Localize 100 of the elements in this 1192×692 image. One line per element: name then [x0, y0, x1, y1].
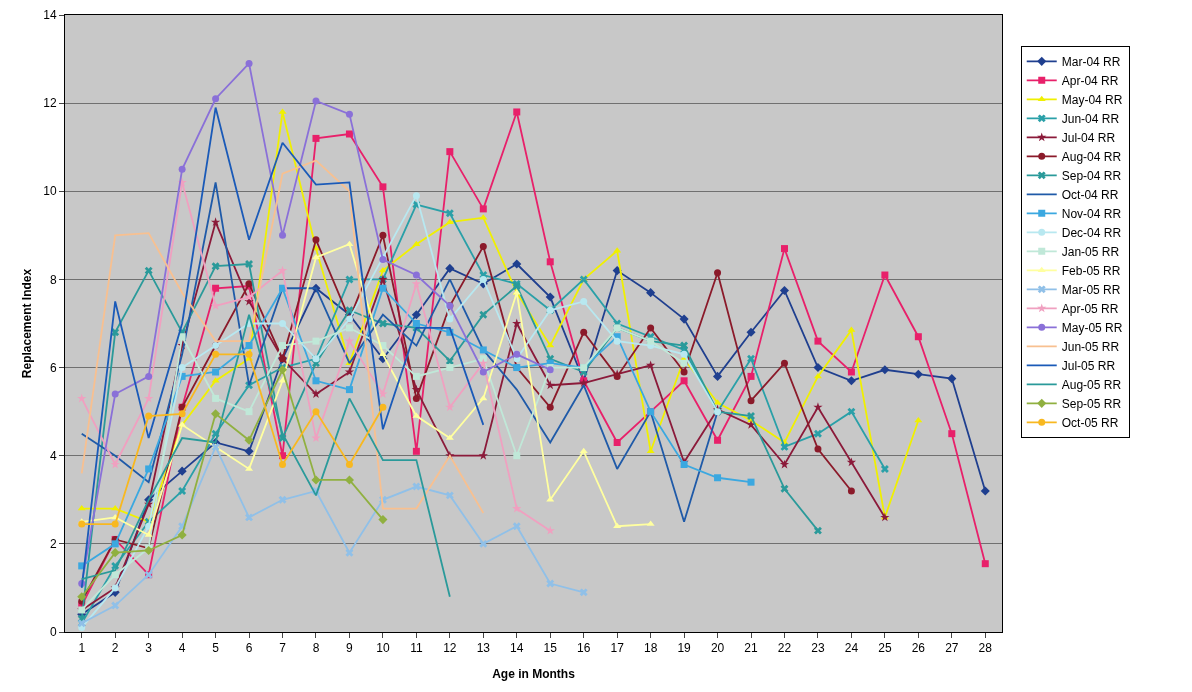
point [110, 548, 120, 558]
point [178, 487, 187, 495]
legend-label: Jun-05 RR [1061, 340, 1120, 355]
point [144, 393, 154, 403]
point [479, 394, 488, 401]
point [714, 269, 722, 277]
point [244, 435, 254, 445]
point [646, 288, 656, 298]
point [747, 397, 755, 405]
point [212, 394, 220, 402]
point [145, 465, 153, 473]
point [780, 442, 789, 451]
point [445, 209, 454, 218]
legend-label: Feb-05 RR [1061, 264, 1121, 279]
point [245, 260, 254, 268]
point [345, 130, 353, 138]
point [411, 310, 421, 320]
point [479, 205, 487, 213]
point [513, 350, 521, 358]
point [714, 436, 722, 444]
point [144, 266, 153, 275]
point [847, 487, 855, 495]
point [813, 372, 822, 379]
point [145, 372, 153, 380]
point [412, 271, 420, 279]
point [880, 365, 890, 375]
point [378, 350, 387, 357]
x-tick-label: 6 [245, 641, 253, 656]
point [479, 368, 487, 376]
y-tick-label: 4 [49, 448, 57, 463]
point [111, 601, 120, 610]
point [279, 342, 287, 350]
point [478, 450, 488, 460]
point [412, 372, 420, 380]
legend-label: Aug-05 RR [1061, 378, 1122, 393]
legend-label: Mar-05 RR [1061, 283, 1121, 298]
y-tick-label: 10 [43, 184, 57, 199]
point [446, 364, 454, 372]
point [479, 310, 488, 319]
x-tick-label: 26 [911, 641, 926, 656]
point [312, 236, 320, 244]
point [312, 337, 320, 345]
point [680, 350, 688, 358]
x-tick-label: 17 [610, 641, 625, 656]
x-tick-label: 3 [145, 641, 153, 656]
point [747, 478, 755, 486]
point [245, 408, 253, 416]
point [814, 445, 822, 453]
point [211, 409, 221, 419]
point [545, 292, 555, 302]
point [813, 402, 823, 412]
x-tick-label: 22 [777, 641, 792, 656]
point [245, 350, 253, 358]
point [813, 526, 822, 535]
point [512, 503, 522, 513]
legend-label: Sep-05 RR [1061, 397, 1122, 412]
point [445, 357, 454, 365]
point [680, 359, 688, 367]
y-tick-label: 8 [49, 272, 57, 287]
point [345, 324, 353, 332]
x-tick-label: 15 [543, 641, 558, 656]
point [78, 520, 86, 528]
legend-label: Jun-04 RR [1061, 112, 1120, 127]
point [412, 447, 420, 455]
point [479, 242, 487, 250]
point [613, 337, 621, 345]
point [545, 380, 555, 390]
point [177, 466, 187, 476]
x-tick-label: 25 [878, 641, 892, 656]
point [178, 410, 186, 418]
legend-label: Jul-04 RR [1061, 131, 1116, 146]
point [846, 376, 856, 386]
line-series [80, 106, 485, 589]
point [479, 346, 487, 354]
point [479, 355, 487, 363]
point [445, 263, 455, 273]
point [277, 265, 288, 275]
point [77, 592, 87, 602]
x-tick-label: 5 [212, 641, 220, 656]
point [344, 475, 354, 485]
x-tick-label: 12 [443, 641, 457, 656]
point [412, 320, 420, 327]
point [479, 275, 487, 283]
x-tick-label: 7 [279, 641, 287, 656]
point [747, 354, 755, 363]
x-tick-label: 20 [710, 641, 725, 656]
point [111, 390, 119, 398]
point [546, 579, 555, 588]
point [378, 515, 388, 525]
point [279, 320, 287, 327]
point [445, 491, 454, 500]
y-tick-label: 2 [49, 537, 57, 552]
x-tick-label: 13 [476, 641, 491, 656]
point [780, 245, 788, 253]
legend-label: Oct-04 RR [1061, 188, 1119, 203]
point [178, 165, 186, 173]
y-tick-label: 14 [43, 8, 57, 23]
point [579, 447, 588, 454]
point [245, 59, 253, 67]
point [345, 306, 354, 315]
